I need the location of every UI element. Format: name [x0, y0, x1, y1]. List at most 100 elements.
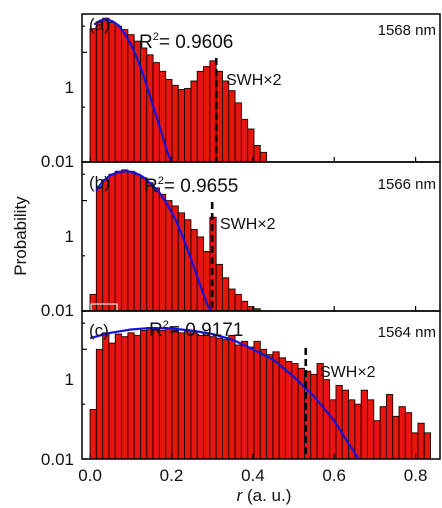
panel-c-bar-30 — [272, 351, 280, 460]
panel-b-label: (b) — [89, 173, 110, 192]
panel-c-ytick-001: 0.01 — [41, 450, 74, 469]
panel-a-bar-23 — [228, 90, 236, 163]
panel-a-bar-6 — [121, 29, 129, 163]
x-tick-labels: 0.0 0.2 0.4 0.6 0.8 — [78, 466, 427, 485]
panel-b-ytick-001: 0.01 — [41, 301, 74, 320]
panel-a-bar-24 — [234, 102, 242, 163]
panel-c-bar-40 — [335, 384, 343, 460]
panel-c-bar-50 — [398, 406, 406, 460]
panel-c-bar-15 — [177, 332, 186, 460]
panel-c-bar-46 — [373, 420, 381, 460]
panel-c-bar-19 — [203, 334, 211, 460]
panel-c-bar-48 — [385, 394, 394, 460]
panel-c-bar-52 — [411, 432, 419, 460]
panel-a-bar-9 — [140, 47, 148, 163]
x-tick-label-3: 0.4 — [241, 466, 265, 485]
panel-b-bar-8 — [133, 173, 141, 312]
panel-a-fit-curve — [93, 18, 173, 163]
panel-c-bar-8 — [133, 334, 141, 460]
panel-c-bar-36 — [310, 373, 318, 460]
panel-c-bar-45 — [367, 399, 375, 460]
panel-b-bar-9 — [140, 177, 148, 312]
x-axis-label: r (a. u.) — [237, 486, 292, 505]
x-tick-label-4: 0.6 — [322, 466, 346, 485]
panel-b-bar-18 — [196, 236, 204, 312]
panel-c-bar-47 — [379, 406, 387, 460]
panel-a-bar-27 — [253, 145, 261, 163]
panel-a-bar-19 — [203, 66, 211, 163]
panel-c-bar-21 — [215, 337, 223, 460]
panel-c-bar-28 — [259, 348, 268, 460]
panel-c-bar-41 — [341, 389, 350, 460]
panel-c-bar-18 — [196, 334, 204, 460]
x-axis-variable: r — [237, 486, 244, 505]
panel-a-bar-2 — [95, 21, 104, 163]
panel-c-frame — [81, 310, 441, 460]
panel-b-bar-22 — [221, 277, 230, 312]
panel-b-bar-21 — [215, 263, 223, 312]
panel-c-r2-value: 0.9171 — [185, 320, 243, 341]
panel-a-swh-label: SWH×2 — [226, 72, 282, 89]
panel-b-bar-12 — [158, 193, 167, 312]
panel-c-bar-11 — [152, 328, 160, 460]
panel-b-bar-10 — [146, 182, 154, 312]
panel-b-bar-24 — [234, 293, 242, 312]
panel-a-ytick-1: 1 — [65, 78, 74, 97]
panel-c-bar-23 — [228, 334, 236, 460]
panel-c-bar-39 — [329, 399, 337, 460]
panel-c-ytick-1: 1 — [65, 370, 74, 389]
panel-c-bar-4 — [108, 342, 116, 460]
panel-c-bar-12 — [158, 330, 167, 460]
panel-b-bar-3 — [102, 179, 110, 312]
panel-b-wavelength: 1566 nm — [378, 176, 436, 193]
x-tick-label-2: 0.2 — [160, 466, 184, 485]
panel-a-bar-18 — [196, 70, 204, 163]
panel-c-bar-24 — [234, 344, 242, 460]
panel-b-bar-6 — [121, 169, 129, 312]
panel-b-bar-23 — [228, 288, 236, 312]
panel-c-r2: R2= 0.9171 — [149, 319, 243, 341]
panel-a: (a) 1568 nm R2= 0.9606 SWH×2 1 0.01 — [41, 13, 441, 171]
panel-b-bar-13 — [165, 200, 173, 312]
panel-a-bar-7 — [127, 34, 135, 163]
panel-c-fit-curve — [89, 326, 360, 460]
panel-a-bar-3 — [102, 17, 110, 163]
panel-a-bar-14 — [171, 84, 179, 163]
panel-c-bar-32 — [285, 361, 293, 460]
panel-a-bar-25 — [240, 118, 249, 163]
panel-a-bar-12 — [158, 70, 167, 163]
panel-c: (c) 1564 nm R2= 0.9171 SWH×2 1 0.01 — [41, 310, 441, 469]
panel-a-bar-4 — [108, 22, 116, 163]
panel-c-bar-38 — [322, 379, 331, 460]
panel-b-bar-25 — [240, 300, 249, 312]
panel-a-r2: R2= 0.9606 — [139, 31, 233, 53]
panel-a-label: (a) — [89, 15, 110, 34]
panel-c-bar-6 — [121, 336, 129, 460]
panel-c-bar-49 — [392, 415, 400, 460]
panel-a-bar-17 — [190, 80, 198, 163]
panel-c-bar-3 — [102, 332, 110, 460]
panel-a-bar-22 — [221, 80, 230, 163]
panel-c-bar-16 — [184, 330, 192, 460]
panel-b-swh-label: SWH×2 — [220, 216, 276, 233]
panel-c-bar-25 — [240, 340, 249, 460]
panel-c-bar-9 — [140, 330, 148, 460]
panel-c-bar-54 — [423, 432, 431, 460]
panel-a-r2-value: 0.9606 — [175, 32, 233, 53]
panel-c-bar-29 — [266, 354, 274, 460]
panel-a-bar-1 — [89, 28, 97, 163]
panel-c-bar-20 — [209, 336, 217, 460]
panel-b-bar-11 — [152, 187, 160, 312]
panel-c-label: (c) — [89, 321, 109, 340]
panel-b-bar-16 — [184, 219, 192, 312]
panel-b-ytick-1: 1 — [65, 227, 74, 246]
x-axis-unit: (a. u.) — [242, 486, 291, 505]
panel-c-bars — [89, 327, 431, 460]
panel-b-fit-curve — [95, 170, 214, 312]
panel-b: (b) 1566 nm R2= 0.9655 SWH×2 1 0.01 — [41, 161, 441, 320]
panel-c-bar-14 — [171, 330, 179, 460]
panel-c-bar-7 — [127, 332, 135, 460]
panel-a-ticks — [82, 25, 417, 163]
panel-a-ytick-001: 0.01 — [41, 152, 74, 171]
